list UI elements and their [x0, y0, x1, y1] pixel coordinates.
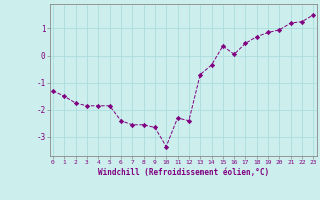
- X-axis label: Windchill (Refroidissement éolien,°C): Windchill (Refroidissement éolien,°C): [98, 168, 269, 177]
